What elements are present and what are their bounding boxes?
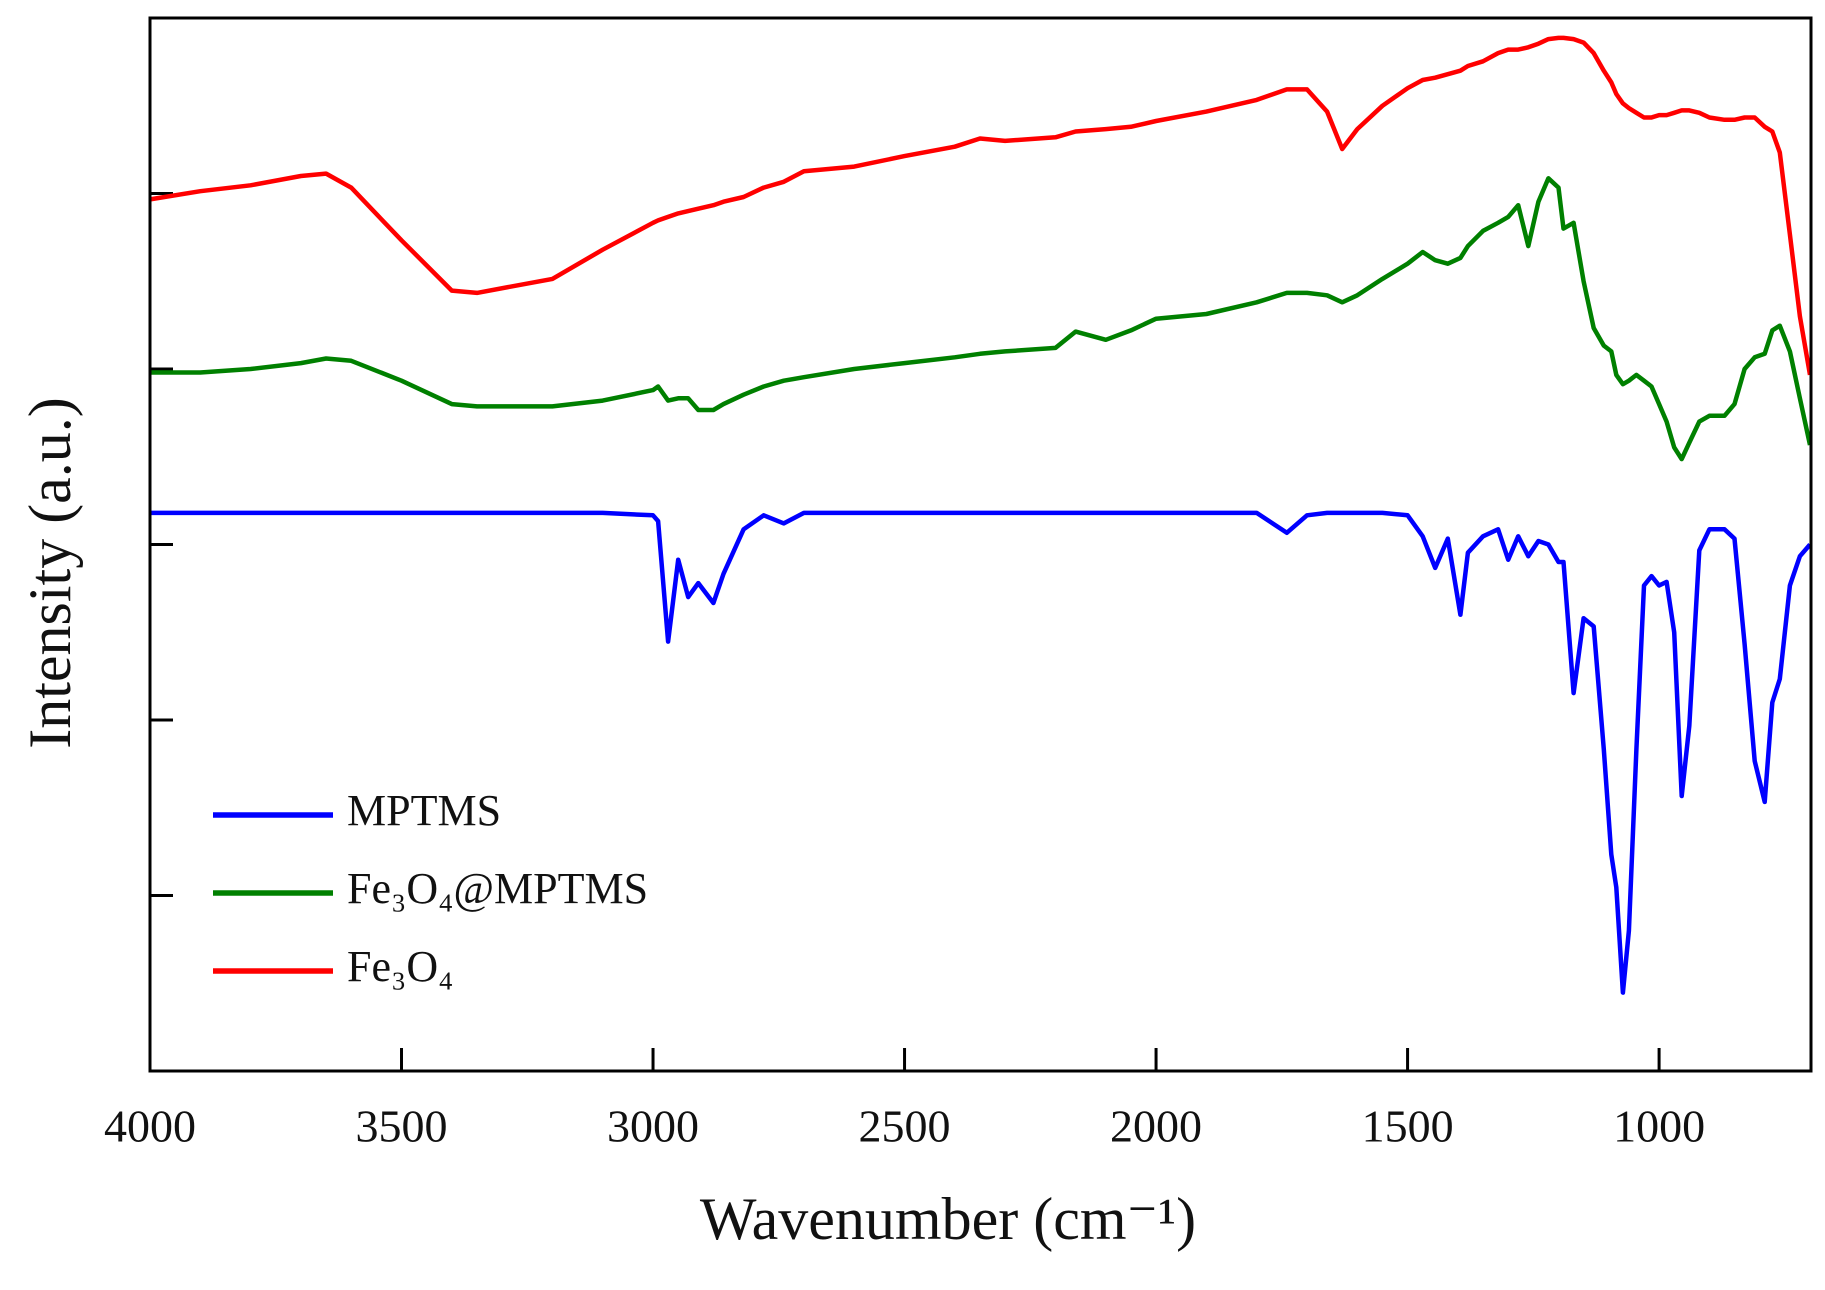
series-line: [150, 510, 1812, 995]
x-tick-label: 1000: [1613, 1101, 1705, 1152]
legend-text: MPTMS: [347, 786, 501, 835]
y-axis-title: Intensity (a.u.): [17, 397, 83, 749]
series-line: [150, 176, 1813, 462]
legend-text: Fe₃O₄: [347, 942, 453, 991]
x-axis-title: Wavenumber (cm⁻¹): [700, 1186, 1196, 1252]
x-tick-label: 3000: [607, 1101, 699, 1152]
x-tick-label: 2500: [859, 1101, 951, 1152]
x-tick-label: 1500: [1362, 1101, 1454, 1152]
x-tick-label: 2000: [1110, 1101, 1202, 1152]
plot-frame: [148, 16, 1813, 1073]
legend-text: Fe₃O₄@MPTMS: [347, 864, 648, 913]
x-tick-label: 4000: [104, 1101, 196, 1152]
x-tick-label: 3500: [356, 1101, 448, 1152]
series-line: [149, 35, 1813, 376]
